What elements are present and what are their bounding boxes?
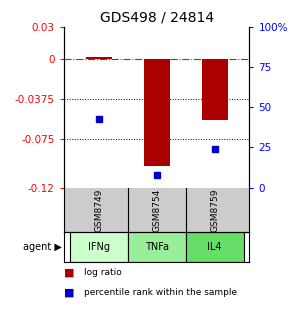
Text: GSM8759: GSM8759 bbox=[210, 188, 219, 232]
Text: ■: ■ bbox=[64, 267, 74, 277]
Bar bbox=[144, 59, 170, 166]
Bar bbox=[70, 232, 128, 262]
Text: GSM8754: GSM8754 bbox=[152, 188, 161, 232]
Text: ■: ■ bbox=[64, 287, 74, 297]
Text: log ratio: log ratio bbox=[84, 268, 122, 277]
Text: TNFa: TNFa bbox=[145, 242, 168, 252]
Text: GSM8749: GSM8749 bbox=[94, 188, 103, 232]
Text: IFNg: IFNg bbox=[88, 242, 110, 252]
Bar bbox=[202, 59, 228, 120]
Bar bbox=[86, 57, 112, 59]
Bar bbox=[186, 232, 244, 262]
Title: GDS498 / 24814: GDS498 / 24814 bbox=[99, 10, 214, 24]
Text: agent ▶: agent ▶ bbox=[23, 242, 62, 252]
Text: IL4: IL4 bbox=[207, 242, 222, 252]
Bar bbox=[128, 232, 186, 262]
Text: percentile rank within the sample: percentile rank within the sample bbox=[84, 288, 237, 297]
